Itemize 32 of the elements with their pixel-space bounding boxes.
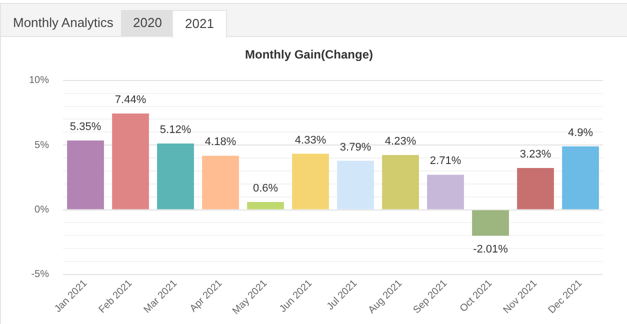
bar: [112, 114, 149, 210]
data-label: 4.9%: [568, 126, 594, 139]
data-label: 5.12%: [160, 124, 192, 136]
bar: [337, 160, 374, 210]
bar: [517, 168, 554, 210]
bar: [562, 146, 599, 210]
data-label: 4.23%: [384, 136, 416, 148]
data-label: 5.35%: [70, 121, 102, 134]
data-label: 3.79%: [340, 141, 372, 154]
text: 2020: [121, 10, 174, 36]
bar: [472, 210, 509, 236]
data-label: 0.6%: [252, 182, 278, 195]
data-label: 7.44%: [114, 94, 146, 106]
data-label: 4.33%: [294, 134, 326, 146]
data-label: 4.18%: [204, 136, 236, 148]
y-tick-label: 5%: [34, 140, 50, 151]
y-tick-label: -5%: [31, 269, 50, 280]
chart-title: Monthly Gain(Change): [245, 48, 373, 62]
bar: [427, 174, 464, 210]
text: 2021: [172, 10, 227, 38]
data-label: 3.23%: [520, 148, 552, 161]
y-tick-label: 0%: [34, 204, 50, 216]
bar: [202, 156, 239, 210]
bar: [247, 202, 284, 210]
bar: [67, 140, 104, 210]
bar: [382, 155, 419, 210]
y-tick-label: 10%: [29, 75, 50, 86]
bar: [292, 154, 329, 210]
bar: [157, 144, 194, 210]
text: Monthly Analytics: [12, 14, 114, 32]
data-label: 2.71%: [430, 155, 462, 168]
data-label: -2.01%: [473, 243, 508, 256]
